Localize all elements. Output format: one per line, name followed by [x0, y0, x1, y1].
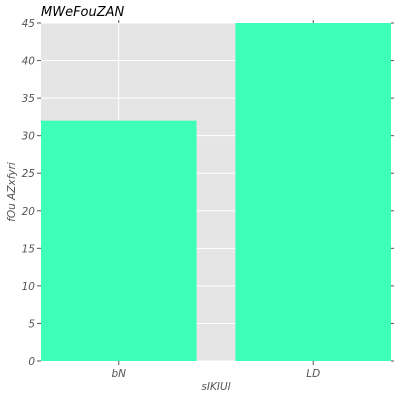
- x-tick-label: LD: [306, 368, 320, 380]
- y-axis-label: fOu AZxfyri: [6, 162, 18, 222]
- y-tick-label: 35: [22, 93, 36, 105]
- y-tick-label: 0: [28, 356, 35, 368]
- y-tick-label: 20: [22, 206, 36, 218]
- y-tick-label: 15: [22, 243, 36, 255]
- y-tick-label: 5: [28, 318, 35, 330]
- y-tick-label: 25: [22, 168, 36, 180]
- x-axis-label: sIKIUl: [201, 381, 230, 393]
- y-tick-label: 30: [22, 131, 36, 143]
- x-tick-label: bN: [112, 368, 127, 380]
- bar-bN: [41, 121, 197, 361]
- chart-title: MWeFouZAN: [41, 5, 125, 20]
- y-tick-label: 10: [22, 281, 36, 293]
- y-tick-label: 45: [22, 18, 36, 30]
- y-tick-label: 40: [22, 56, 36, 68]
- bar-LD: [235, 23, 391, 361]
